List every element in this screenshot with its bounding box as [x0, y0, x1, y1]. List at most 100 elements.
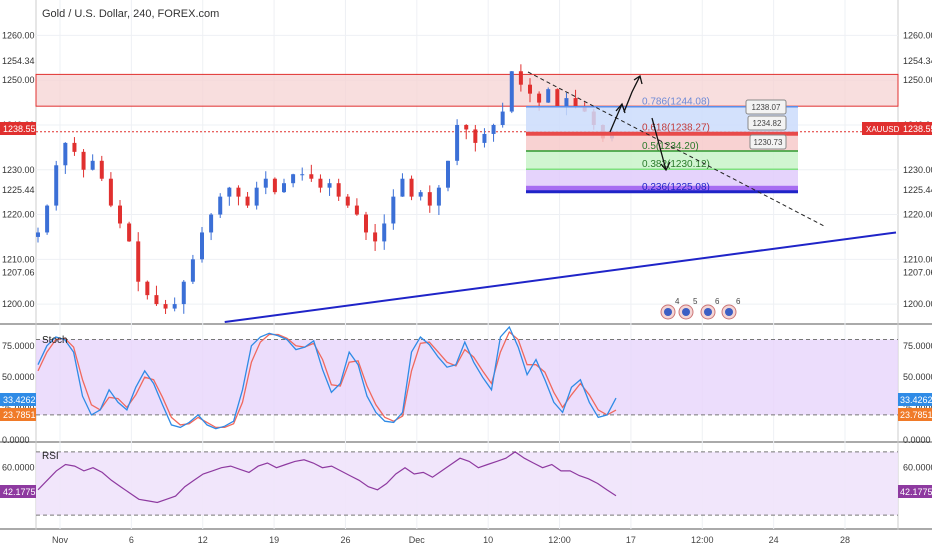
- fib-level-line: [526, 131, 798, 136]
- candle: [127, 223, 132, 242]
- price-mark-label: 1225.44: [903, 185, 932, 195]
- candle: [364, 214, 368, 233]
- candle: [354, 205, 359, 215]
- stoch-tick-label: 0.0000: [903, 435, 931, 445]
- svg-text:XAUUSD: XAUUSD: [866, 125, 900, 134]
- time-tick-label: 10: [483, 535, 493, 545]
- time-tick-label: 12:00: [548, 535, 571, 545]
- stoch-k-tag-right: 33.4262: [898, 393, 932, 406]
- candle: [181, 281, 186, 305]
- time-tick-label: 28: [840, 535, 850, 545]
- price-mark-label: 1207.06: [903, 267, 932, 277]
- trendline[interactable]: [224, 231, 897, 323]
- candle: [190, 259, 195, 282]
- candle: [336, 183, 341, 197]
- candle: [318, 178, 323, 188]
- candle: [236, 187, 241, 197]
- stoch-k-tag-left: 33.4262: [0, 393, 36, 406]
- candle: [63, 142, 68, 166]
- annotations: [527, 71, 825, 227]
- candle: [118, 205, 122, 224]
- candle: [263, 178, 268, 188]
- fib-band: [526, 132, 798, 151]
- fib-band: [526, 150, 798, 170]
- price-tick-label: 1220.00: [2, 210, 35, 220]
- candle: [272, 178, 277, 193]
- fibonacci-retracement[interactable]: [526, 105, 798, 194]
- event-icons[interactable]: 4 5 6 6: [660, 297, 741, 320]
- candle: [446, 160, 450, 188]
- candle: [291, 174, 296, 184]
- stoch-tick-label: 75.0000: [903, 341, 932, 351]
- stochastic-panel: 0.00000.000025.000025.000050.000050.0000…: [2, 325, 932, 445]
- candle: [546, 89, 551, 103]
- callout-2: 1234.82: [747, 115, 787, 131]
- candle: [537, 93, 542, 103]
- candle: [200, 232, 204, 260]
- candle: [400, 178, 405, 197]
- fib-label: 0.236(1225.08): [642, 182, 710, 193]
- callout-3: 1230.73: [749, 134, 787, 150]
- svg-text:1238.55: 1238.55: [3, 124, 36, 134]
- candle: [427, 192, 432, 206]
- stoch-tick-label: 0.0000: [2, 435, 30, 445]
- candle: [373, 232, 378, 242]
- rsi-tag-right: 42.1775: [898, 485, 932, 498]
- arrow-up-icon: [623, 75, 641, 113]
- stoch-tick-label: 50.0000: [2, 372, 35, 382]
- candle: [573, 98, 578, 108]
- price-tick-label: 1210.00: [903, 254, 932, 264]
- fib-label: 0.786(1244.08): [642, 97, 710, 108]
- price-tick-label: 1230.00: [903, 165, 932, 175]
- stoch-k-line: [37, 325, 617, 430]
- candle: [436, 187, 441, 206]
- svg-text:23.7851: 23.7851: [900, 410, 932, 420]
- candle: [218, 196, 223, 215]
- svg-text:4: 4: [675, 297, 680, 306]
- candle: [555, 89, 560, 108]
- svg-text:5: 5: [693, 297, 698, 306]
- flag-icon-4[interactable]: 6: [721, 297, 741, 320]
- stoch-title: Stoch: [42, 335, 68, 346]
- price-mark-label: 1254.34: [2, 56, 35, 66]
- rsi-line: [37, 451, 617, 504]
- candle: [136, 241, 141, 282]
- candle: [99, 160, 104, 179]
- candle: [81, 151, 86, 170]
- last-price-tag-right: XAUUSD 1238.55: [862, 122, 932, 135]
- flag-icon-2[interactable]: 5: [678, 297, 698, 320]
- price-mark-label: 1254.34: [903, 56, 932, 66]
- time-tick-label: 6: [129, 535, 134, 545]
- price-tick-label: 1250.00: [2, 75, 35, 85]
- candle: [382, 223, 387, 242]
- rsi-band: [36, 451, 898, 516]
- time-tick-label: 24: [769, 535, 779, 545]
- price-callouts: 1238.07 1234.82 1230.73: [745, 99, 787, 150]
- candle: [90, 160, 95, 170]
- svg-text:6: 6: [715, 297, 720, 306]
- candle: [227, 187, 232, 197]
- candle: [54, 165, 59, 206]
- svg-text:1238.55: 1238.55: [903, 124, 932, 134]
- price-tick-label: 1260.00: [2, 30, 35, 40]
- flag-icon-1[interactable]: 4: [660, 297, 680, 320]
- candle: [500, 111, 505, 125]
- price-tick-label: 1200.00: [903, 299, 932, 309]
- candle: [509, 71, 514, 112]
- svg-text:33.4262: 33.4262: [3, 395, 36, 405]
- time-tick-label: 12:00: [691, 535, 714, 545]
- flag-icon-3[interactable]: 6: [700, 297, 720, 320]
- arrow-down-icon: [651, 117, 667, 171]
- time-axis[interactable]: Nov 6 12 19 26 Dec 10 12:00 17 12:00 24 28: [52, 535, 850, 545]
- fib-label: 0.382(1230.12): [642, 159, 710, 170]
- arrow-head: [660, 161, 671, 172]
- candle: [145, 281, 150, 296]
- candle: [473, 129, 478, 143]
- rsi-tick-label: 60.0000: [2, 463, 35, 473]
- arrow-head: [633, 74, 643, 85]
- candle: [36, 232, 40, 237]
- svg-text:6: 6: [736, 297, 741, 306]
- fib-label: 0.5(1234.20): [642, 141, 699, 152]
- svg-text:42.1775: 42.1775: [900, 487, 932, 497]
